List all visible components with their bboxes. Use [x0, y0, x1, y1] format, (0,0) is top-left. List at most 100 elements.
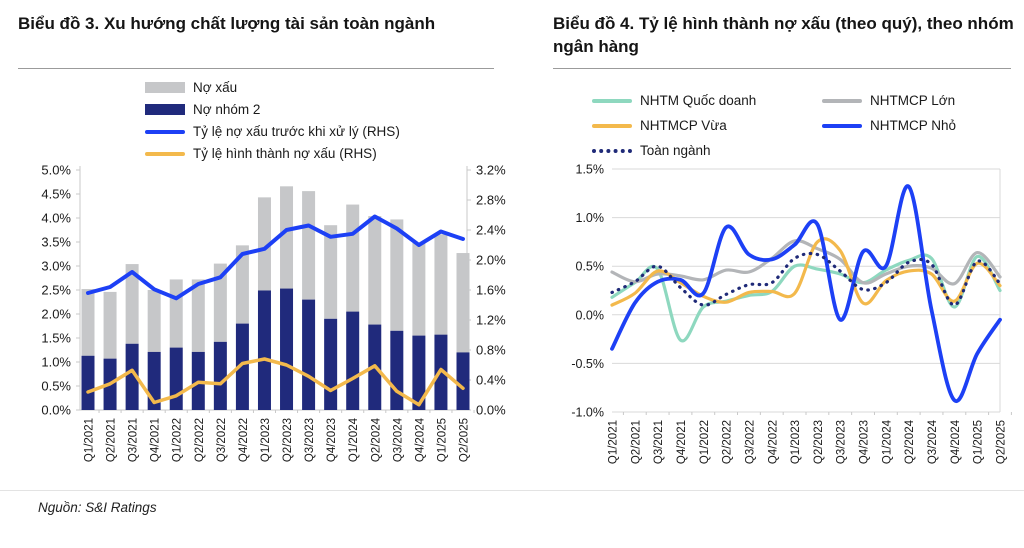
legend-swatch-small-jsc-banks	[822, 123, 862, 128]
x-axis-label: Q2/2025	[459, 418, 471, 462]
legend-label-soe-banks: NHTM Quốc doanh	[640, 93, 757, 108]
left-axis-tick-label: 0.5%	[41, 379, 71, 394]
source-note: Nguồn: S&I Ratings	[38, 500, 157, 515]
bar-segment-no-xau	[456, 253, 470, 353]
bar-segment-no-xau	[169, 279, 183, 348]
x-axis-label: Q4/2022	[767, 420, 779, 464]
x-axis-label: Q2/2021	[630, 420, 642, 464]
series-line-4	[610, 251, 1002, 307]
legend-swatch-large-jsc-banks	[822, 98, 862, 103]
bar-segment-no-xau	[412, 242, 426, 336]
left-axis-tick-label: 2.5%	[41, 283, 71, 298]
right-axis-tick-label: 0.0%	[476, 403, 506, 418]
left-axis-tick-label: 1.0%	[41, 355, 71, 370]
x-axis-label: Q2/2024	[904, 419, 916, 464]
legend-label-large-jsc-banks: NHTMCP Lớn	[870, 93, 956, 108]
left-axis-tick-label: 4.0%	[41, 211, 71, 226]
x-axis-label: Q4/2021	[150, 418, 162, 462]
left-title-divider	[18, 68, 494, 69]
bar-segment-no-xau	[390, 219, 404, 331]
legend-swatch-no-nhom-2	[145, 104, 185, 115]
x-axis-label: Q1/2024	[881, 419, 893, 464]
right-axis-tick-label: 1.2%	[476, 313, 506, 328]
legend-item-large-jsc-banks: NHTMCP Lớn	[822, 93, 1012, 108]
left-axis-tick-label: 5.0%	[41, 163, 71, 178]
x-axis-label: Q2/2025	[996, 420, 1008, 464]
x-axis-label: Q2/2022	[722, 420, 734, 464]
x-axis-label: Q4/2023	[859, 420, 871, 464]
y-axis-tick-label: -1.0%	[571, 406, 604, 420]
legend-label-small-jsc-banks: NHTMCP Nhỏ	[870, 118, 957, 133]
bar-segment-no-xau	[125, 264, 139, 344]
bar-segment-no-nhom-2	[213, 341, 227, 410]
bar-segment-no-nhom-2	[456, 352, 470, 410]
x-axis-label: Q4/2024	[414, 417, 426, 462]
right-axis-tick-label: 3.2%	[476, 163, 506, 178]
legend-label-npl-formation: Tỷ lệ hình thành nợ xấu (RHS)	[193, 146, 377, 161]
x-axis-label: Q2/2021	[106, 418, 118, 462]
left-axis-tick-label: 0.0%	[41, 403, 71, 418]
bar-segment-no-xau	[147, 290, 161, 352]
bar-segment-no-nhom-2	[125, 343, 139, 410]
legend-label-no-nhom-2: Nợ nhóm 2	[193, 102, 261, 117]
legend-swatch-npl-before-writeoff	[145, 129, 185, 134]
bar-segment-no-xau	[324, 225, 338, 319]
bar-segment-no-xau	[434, 234, 448, 335]
right-axis-tick-label: 0.4%	[476, 373, 506, 388]
x-axis-label: Q3/2024	[927, 419, 939, 464]
legend-item-soe-banks: NHTM Quốc doanh	[592, 93, 822, 108]
x-axis-label: Q3/2023	[836, 420, 848, 464]
y-axis-tick-label: 1.5%	[576, 163, 605, 177]
bar-segment-no-nhom-2	[235, 323, 249, 410]
legend-item-npl-formation: Tỷ lệ hình thành nợ xấu (RHS)	[145, 146, 400, 161]
line-npl-formation	[86, 357, 465, 407]
left-chart-title: Biểu đồ 3. Xu hướng chất lượng tài sản t…	[18, 14, 436, 33]
right-axis-tick-label: 0.8%	[476, 343, 506, 358]
bar-segment-no-xau	[280, 186, 294, 289]
right-axis-tick-label: 2.4%	[476, 223, 506, 238]
left-axis-tick-label: 1.5%	[41, 331, 71, 346]
legend-item-no-xau: Nợ xấu	[145, 80, 400, 95]
bar-segment-no-nhom-2	[169, 347, 183, 410]
bar-segment-no-xau	[103, 291, 117, 359]
bar-segment-no-nhom-2	[302, 299, 316, 410]
x-axis-label: Q2/2024	[370, 417, 382, 462]
right-axis-tick-label: 2.8%	[476, 193, 506, 208]
x-axis-label: Q1/2023	[260, 418, 272, 462]
bar-segment-no-xau	[191, 279, 205, 352]
y-axis-tick-label: -0.5%	[571, 357, 604, 371]
x-axis-label: Q1/2022	[699, 420, 711, 464]
legend-label-npl-before-writeoff: Tỷ lệ nợ xấu trước khi xử lý (RHS)	[193, 124, 400, 139]
x-axis-label: Q4/2022	[238, 418, 250, 462]
legend-swatch-npl-formation	[145, 151, 185, 156]
y-axis-tick-label: 1.0%	[576, 211, 605, 225]
bar-segment-no-nhom-2	[324, 318, 338, 410]
right-title-divider	[553, 68, 1011, 69]
line-npl-before-writeoff	[86, 214, 465, 301]
legend-item-no-nhom-2: Nợ nhóm 2	[145, 102, 400, 117]
bar-segment-no-nhom-2	[390, 330, 404, 410]
legend-swatch-whole-industry	[592, 148, 632, 153]
bar-segment-no-xau	[235, 245, 249, 324]
bar-segment-no-xau	[257, 197, 271, 291]
x-axis-label: Q3/2022	[744, 420, 756, 464]
series-line-0	[610, 253, 1002, 343]
x-axis-label: Q2/2023	[282, 418, 294, 462]
x-axis-label: Q3/2023	[304, 418, 316, 462]
x-axis-label: Q1/2024	[348, 417, 360, 462]
x-axis-label: Q3/2021	[653, 420, 665, 464]
right-chart-legend: NHTM Quốc doanh NHTMCP Lớn NHTMCP Vừa NH…	[592, 88, 1012, 163]
bar-segment-no-nhom-2	[346, 311, 360, 410]
bar-segment-no-nhom-2	[280, 288, 294, 410]
bar-segment-no-nhom-2	[257, 290, 271, 410]
y-axis-tick-label: 0.5%	[576, 260, 605, 274]
bar-segment-no-xau	[368, 216, 382, 325]
right-axis-tick-label: 2.0%	[476, 253, 506, 268]
legend-item-npl-before-writeoff: Tỷ lệ nợ xấu trước khi xử lý (RHS)	[145, 124, 400, 139]
asset-quality-combo-chart: 5.0% 4.5% 4.0% 3.5% 3.0% 2.5% 2.0% 1.5% 1.0% 0.5%…	[41, 163, 506, 463]
npl-formation-line-chart: 1.5% 1.0% 0.5% 0.0% -0.5% -1.0% Q1/2021 Q2/2021…	[571, 163, 1012, 464]
legend-item-mid-jsc-banks: NHTMCP Vừa	[592, 118, 822, 133]
y-axis-tick-label: 0.0%	[576, 308, 605, 322]
left-axis-tick-label: 3.5%	[41, 235, 71, 250]
left-axis-tick-label: 3.0%	[41, 259, 71, 274]
